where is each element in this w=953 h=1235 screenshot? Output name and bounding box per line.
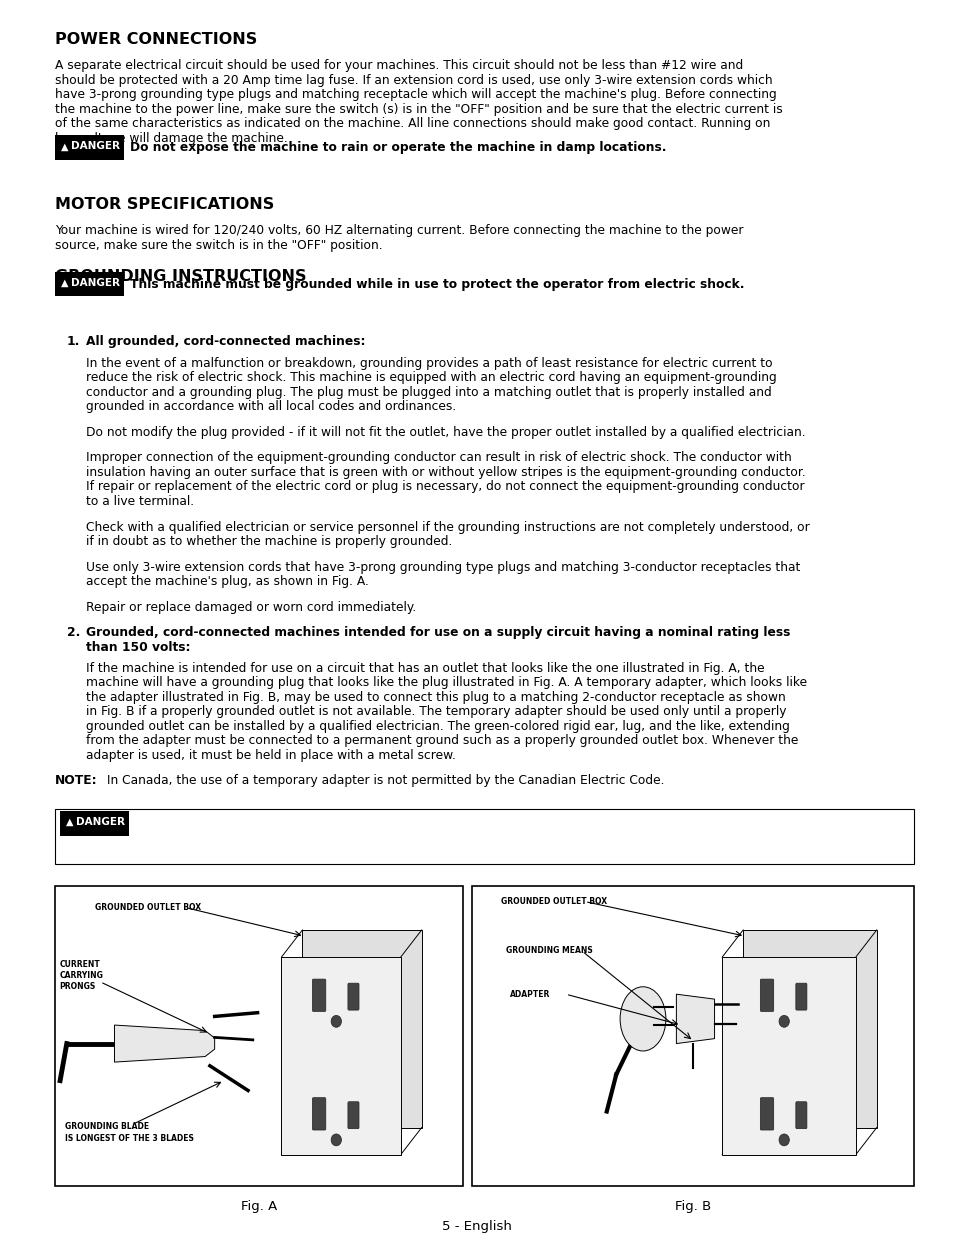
- Text: In all cases, make certain that the receptacle in question is properly grounded.: In all cases, make certain that the rece…: [133, 815, 725, 827]
- Ellipse shape: [331, 1134, 341, 1146]
- Text: the adapter illustrated in Fig. B, may be used to connect this plug to a matchin: the adapter illustrated in Fig. B, may b…: [86, 690, 784, 704]
- Text: This machine must be grounded while in use to protect the operator from electric: This machine must be grounded while in u…: [130, 278, 743, 290]
- Bar: [472, 887, 913, 1186]
- Text: GROUNDING BLADE
IS LONGEST OF THE 3 BLADES: GROUNDING BLADE IS LONGEST OF THE 3 BLAD…: [65, 1123, 193, 1142]
- Text: Grounded, cord-connected machines intended for use on a supply circuit having a : Grounded, cord-connected machines intend…: [86, 626, 789, 640]
- Bar: [55, 887, 462, 1186]
- FancyBboxPatch shape: [348, 1102, 358, 1129]
- Ellipse shape: [619, 987, 665, 1051]
- Text: insulation having an outer surface that is green with or without yellow stripes : insulation having an outer surface that …: [86, 466, 804, 479]
- Text: ADAPTER: ADAPTER: [510, 989, 550, 999]
- Text: MOTOR SPECIFICATIONS: MOTOR SPECIFICATIONS: [55, 198, 274, 212]
- Text: 1.: 1.: [67, 335, 80, 348]
- Bar: [55, 809, 913, 864]
- Text: conductor and a grounding plug. The plug must be plugged into a matching outlet : conductor and a grounding plug. The plug…: [86, 385, 771, 399]
- Text: Do not modify the plug provided - if it will not fit the outlet, have the proper: Do not modify the plug provided - if it …: [86, 426, 804, 438]
- FancyBboxPatch shape: [348, 983, 358, 1010]
- Text: In the event of a malfunction or breakdown, grounding provides a path of least r: In the event of a malfunction or breakdo…: [86, 357, 772, 369]
- Text: GROUNDING MEANS: GROUNDING MEANS: [505, 946, 592, 956]
- Text: DANGER: DANGER: [71, 278, 120, 288]
- Text: to a live terminal.: to a live terminal.: [86, 495, 193, 508]
- Text: the machine to the power line, make sure the switch (s) is in the "OFF" position: the machine to the power line, make sure…: [55, 103, 782, 116]
- Text: grounded in accordance with all local codes and ordinances.: grounded in accordance with all local co…: [86, 400, 456, 414]
- Polygon shape: [721, 957, 855, 1155]
- Polygon shape: [742, 930, 876, 1128]
- Text: Your machine is wired for 120/240 volts, 60 HZ alternating current. Before conne: Your machine is wired for 120/240 volts,…: [55, 225, 743, 237]
- Text: Repair or replace damaged or worn cord immediately.: Repair or replace damaged or worn cord i…: [86, 601, 416, 614]
- Ellipse shape: [779, 1015, 788, 1028]
- FancyBboxPatch shape: [312, 1098, 325, 1130]
- Text: grounded outlet can be installed by a qualified electrician. The green-colored r: grounded outlet can be installed by a qu…: [86, 720, 789, 732]
- Text: POWER CONNECTIONS: POWER CONNECTIONS: [55, 32, 257, 47]
- Text: accept the machine's plug, as shown in Fig. A.: accept the machine's plug, as shown in F…: [86, 576, 369, 588]
- FancyBboxPatch shape: [795, 983, 806, 1010]
- Polygon shape: [114, 1025, 214, 1062]
- Text: are not sure, have a qualified electrician check the receptacle.: are not sure, have a qualified electrici…: [65, 830, 499, 842]
- Text: NOTE:: NOTE:: [55, 774, 98, 788]
- Text: low voltage will damage the machine.: low voltage will damage the machine.: [55, 132, 288, 144]
- Text: Check with a qualified electrician or service personnel if the grounding instruc: Check with a qualified electrician or se…: [86, 521, 809, 534]
- Bar: [55, 272, 124, 296]
- Text: of the same characteristics as indicated on the machine. All line connections sh: of the same characteristics as indicated…: [55, 117, 770, 131]
- Text: from the adapter must be connected to a permanent ground such as a properly grou: from the adapter must be connected to a …: [86, 735, 798, 747]
- Text: If the machine is intended for use on a circuit that has an outlet that looks li: If the machine is intended for use on a …: [86, 662, 763, 674]
- Text: Fig. B: Fig. B: [675, 1200, 710, 1214]
- Text: reduce the risk of electric shock. This machine is equipped with an electric cor: reduce the risk of electric shock. This …: [86, 372, 776, 384]
- Ellipse shape: [331, 1015, 341, 1028]
- FancyBboxPatch shape: [795, 1102, 806, 1129]
- Text: All grounded, cord-connected machines:: All grounded, cord-connected machines:: [86, 335, 365, 348]
- Text: GROUNDED OUTLET BOX: GROUNDED OUTLET BOX: [500, 897, 606, 906]
- Text: have 3-prong grounding type plugs and matching receptacle which will accept the : have 3-prong grounding type plugs and ma…: [55, 89, 777, 101]
- Text: CURRENT
CARRYING
PRONGS: CURRENT CARRYING PRONGS: [59, 960, 103, 992]
- Text: DANGER: DANGER: [75, 818, 125, 827]
- Text: than 150 volts:: than 150 volts:: [86, 641, 191, 655]
- Text: GROUNDED OUTLET BOX: GROUNDED OUTLET BOX: [95, 903, 201, 913]
- Text: in Fig. B if a properly grounded outlet is not available. The temporary adapter : in Fig. B if a properly grounded outlet …: [86, 705, 785, 719]
- Bar: [55, 136, 124, 161]
- Text: if in doubt as to whether the machine is properly grounded.: if in doubt as to whether the machine is…: [86, 535, 452, 548]
- FancyBboxPatch shape: [312, 979, 325, 1011]
- Text: In Canada, the use of a temporary adapter is not permitted by the Canadian Elect: In Canada, the use of a temporary adapte…: [103, 774, 664, 788]
- Text: ▲: ▲: [61, 278, 69, 288]
- FancyBboxPatch shape: [760, 1098, 773, 1130]
- Bar: [60, 811, 129, 836]
- Text: Do not expose the machine to rain or operate the machine in damp locations.: Do not expose the machine to rain or ope…: [130, 141, 665, 154]
- Text: ▲: ▲: [66, 818, 73, 827]
- Text: GROUNDING INSTRUCTIONS: GROUNDING INSTRUCTIONS: [55, 269, 307, 284]
- Text: If repair or replacement of the electric cord or plug is necessary, do not conne: If repair or replacement of the electric…: [86, 480, 803, 494]
- Text: ▲: ▲: [61, 141, 69, 152]
- Polygon shape: [281, 957, 400, 1155]
- FancyBboxPatch shape: [760, 979, 773, 1011]
- Text: adapter is used, it must be held in place with a metal screw.: adapter is used, it must be held in plac…: [86, 748, 456, 762]
- Text: A separate electrical circuit should be used for your machines. This circuit sho: A separate electrical circuit should be …: [55, 59, 742, 73]
- Ellipse shape: [779, 1134, 788, 1146]
- Text: 5 - English: 5 - English: [441, 1220, 512, 1234]
- Polygon shape: [302, 930, 421, 1128]
- Text: Use only 3-wire extension cords that have 3-prong grounding type plugs and match: Use only 3-wire extension cords that hav…: [86, 561, 800, 574]
- Text: machine will have a grounding plug that looks like the plug illustrated in Fig. : machine will have a grounding plug that …: [86, 677, 806, 689]
- Text: should be protected with a 20 Amp time lag fuse. If an extension cord is used, u: should be protected with a 20 Amp time l…: [55, 74, 772, 86]
- Text: source, make sure the switch is in the "OFF" position.: source, make sure the switch is in the "…: [55, 238, 382, 252]
- Text: Improper connection of the equipment-grounding conductor can result in risk of e: Improper connection of the equipment-gro…: [86, 452, 791, 464]
- Text: Fig. A: Fig. A: [241, 1200, 276, 1214]
- Polygon shape: [676, 994, 714, 1044]
- Text: 2.: 2.: [67, 626, 80, 640]
- Text: DANGER: DANGER: [71, 141, 120, 152]
